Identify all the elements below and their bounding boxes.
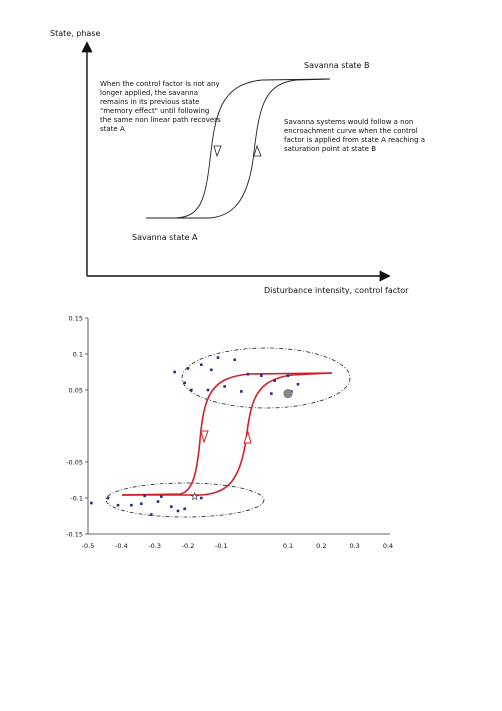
y-tick-label: -0.05	[66, 459, 83, 467]
data-point	[173, 370, 176, 374]
data-point	[223, 385, 226, 388]
data-point	[183, 507, 186, 511]
data-point	[143, 494, 146, 498]
data-point	[260, 374, 263, 377]
data-point	[200, 363, 203, 367]
y-tick-label: 0.15	[69, 315, 83, 323]
cluster-ellipse-lower	[105, 482, 265, 518]
data-point	[176, 509, 180, 513]
data-point	[206, 388, 210, 392]
y-axis-label: State, phase	[50, 29, 100, 38]
x-tick-label: -0.5	[82, 542, 95, 550]
data-point	[160, 495, 163, 498]
data-point	[273, 379, 276, 382]
data-point	[210, 368, 213, 372]
data-point	[186, 367, 190, 370]
data-point	[116, 503, 120, 507]
up-arrow-icon	[253, 144, 262, 157]
red-down-arrow-icon	[200, 430, 209, 444]
data-point	[140, 502, 143, 506]
star-marker-icon	[190, 492, 199, 501]
red-curve-encroachment	[122, 372, 333, 496]
x-tick-label: 0.4	[383, 542, 393, 550]
label-state-b: Savanna state B	[304, 61, 370, 70]
label-state-a: Savanna state A	[132, 233, 198, 242]
y-tick-label: -0.1	[70, 495, 83, 503]
x-tick-label: -0.3	[148, 542, 161, 550]
data-point	[183, 381, 186, 385]
red-up-arrow-icon	[243, 430, 252, 444]
data-point	[156, 500, 160, 503]
y-tick-label: -0.15	[66, 531, 83, 539]
data-point	[130, 503, 133, 507]
data-point	[216, 356, 220, 359]
x-tick-label: 0.1	[283, 542, 293, 550]
down-arrow-icon	[213, 145, 222, 158]
hysteresis-schematic: State, phase Disturbance intensity, cont…	[50, 29, 427, 295]
data-point	[200, 496, 203, 500]
curve-return-path	[146, 78, 331, 219]
data-point	[106, 496, 110, 500]
y-tick-label: 0.05	[69, 387, 83, 395]
x-tick-label: -0.4	[115, 542, 128, 550]
x-tick-label: -0.1	[215, 542, 228, 550]
data-point	[286, 374, 290, 377]
data-point	[90, 501, 93, 505]
curve-encroachment-path	[146, 78, 331, 219]
data-point	[270, 392, 273, 395]
annotation-encroachment: Savanna systems would follow a non encro…	[284, 118, 427, 153]
gray-blob-marker	[283, 389, 293, 399]
data-point	[170, 505, 173, 508]
data-point	[246, 372, 250, 376]
data-point	[240, 390, 243, 393]
data-point	[190, 388, 193, 392]
annotation-memory-effect: When the control factor is not any longe…	[100, 80, 223, 133]
data-point	[233, 358, 236, 362]
x-tick-label: -0.2	[182, 542, 195, 550]
y-tick-label: 0.1	[73, 351, 83, 359]
x-tick-label: 0.3	[349, 542, 359, 550]
hysteresis-data-plot: 0.15 0.1 0.05 -0.05 -0.1 -0.15 -0.5 -0.4 -0.3 -0…	[66, 315, 393, 551]
red-curve-return	[121, 372, 333, 496]
data-point	[296, 382, 300, 386]
x-tick-label: 0.2	[316, 542, 326, 550]
data-point	[150, 513, 153, 516]
x-axis-label: Disturbance intensity, control factor	[264, 286, 409, 295]
cluster-ellipse-upper	[181, 347, 351, 409]
